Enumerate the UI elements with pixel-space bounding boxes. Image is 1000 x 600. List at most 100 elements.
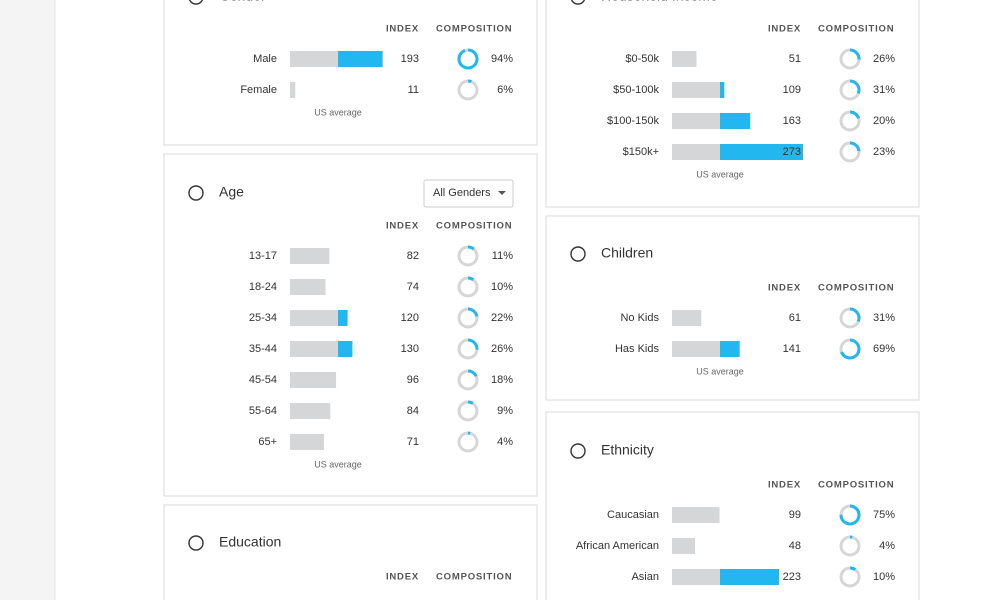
index-bar-excess (338, 51, 383, 67)
index-value: 141 (783, 343, 801, 355)
index-value: 193 (401, 53, 419, 65)
index-value: 130 (401, 343, 419, 355)
donut-arc (839, 504, 861, 526)
index-bar (672, 82, 720, 98)
composition-value: 18% (491, 374, 513, 386)
card-title: Gender (219, 0, 266, 4)
index-bar (290, 279, 326, 295)
sidebar (0, 0, 55, 600)
index-bar (290, 372, 337, 388)
card: Ethnicity INDEX COMPOSITION Caucasian 99 75% A… (545, 411, 920, 600)
card-title: Children (601, 245, 653, 261)
index-bar (290, 51, 338, 67)
index-value: 84 (407, 405, 419, 417)
donut-arc (457, 431, 479, 453)
row-label: 35-44 (249, 343, 277, 355)
index-bar-excess (720, 113, 751, 129)
index-value: 99 (789, 509, 801, 521)
composition-header: COMPOSITION (436, 24, 512, 35)
card-icon (570, 246, 586, 262)
row-label: $50-100k (613, 84, 659, 96)
row-label: Caucasian (607, 509, 659, 521)
composition-header: COMPOSITION (818, 283, 894, 294)
composition-value: 75% (873, 509, 895, 521)
donut-arc (457, 48, 479, 70)
composition-header: COMPOSITION (818, 480, 894, 491)
composition-value: 31% (873, 84, 895, 96)
card: Children INDEX COMPOSITION No Kids 61 31% Has … (545, 215, 920, 401)
composition-value: 26% (491, 343, 513, 355)
card: Household Income INDEX COMPOSITION $0-50k 51… (545, 0, 920, 208)
dropdown[interactable] (423, 179, 514, 208)
index-bar (290, 310, 338, 326)
index-header: INDEX (768, 480, 801, 491)
row-label: $100-150k (607, 115, 659, 127)
index-bar-excess (720, 341, 740, 357)
donut-arc (839, 566, 861, 588)
row-label: 13-17 (249, 250, 277, 262)
donut-arc (457, 307, 479, 329)
index-bar (672, 341, 720, 357)
donut-arc (839, 338, 861, 360)
index-bar (672, 144, 720, 160)
index-bar (672, 51, 697, 67)
index-value: 223 (783, 571, 801, 583)
row-label: $0-50k (625, 53, 659, 65)
donut-arc (457, 276, 479, 298)
index-header: INDEX (386, 24, 419, 35)
index-bar (290, 403, 331, 419)
composition-value: 4% (497, 436, 513, 448)
index-bar (672, 569, 720, 585)
card: Education INDEX COMPOSITION (163, 504, 538, 600)
row-label: 65+ (258, 436, 277, 448)
index-bar (672, 538, 696, 554)
card-icon (570, 0, 586, 5)
footnote: US average (696, 366, 744, 376)
index-bar-excess (720, 144, 804, 160)
index-value: 96 (407, 374, 419, 386)
composition-value: 6% (497, 84, 513, 96)
card-title: Age (219, 184, 244, 200)
composition-value: 23% (873, 146, 895, 158)
row-label: Male (253, 53, 277, 65)
card-title: Education (219, 534, 281, 550)
donut-arc (839, 110, 861, 132)
dropdown-label[interactable]: All Genders (433, 187, 491, 199)
footnote: US average (314, 107, 362, 117)
index-header: INDEX (386, 221, 419, 232)
index-bar (672, 507, 720, 523)
donut-arc (839, 79, 861, 101)
index-value: 71 (407, 436, 419, 448)
dropdown-caret[interactable] (498, 191, 506, 195)
index-bar-excess (720, 82, 725, 98)
composition-header: COMPOSITION (436, 572, 512, 583)
index-header: INDEX (768, 24, 801, 35)
card-title: Ethnicity (601, 442, 654, 458)
donut-arc (457, 369, 479, 391)
row-label: 45-54 (249, 374, 277, 386)
index-bar (290, 82, 296, 98)
index-bar (672, 310, 702, 326)
composition-value: 11% (492, 250, 513, 262)
index-value: 120 (401, 312, 419, 324)
donut-arc (457, 245, 479, 267)
composition-value: 94% (491, 53, 513, 65)
card-frame (163, 0, 538, 146)
index-bar (290, 434, 325, 450)
index-bar (290, 341, 338, 357)
card-frame (163, 504, 538, 600)
card-frame (545, 215, 920, 401)
composition-header: COMPOSITION (818, 24, 894, 35)
composition-header: COMPOSITION (436, 221, 512, 232)
composition-value: 4% (879, 540, 895, 552)
index-value: 74 (407, 281, 419, 293)
index-value: 51 (789, 53, 801, 65)
card-icon (570, 443, 586, 459)
card-icon (188, 185, 204, 201)
donut-arc (839, 48, 861, 70)
row-label: No Kids (620, 312, 659, 324)
index-value: 163 (783, 115, 801, 127)
index-bar (672, 113, 720, 129)
donut-arc (839, 535, 861, 557)
index-value: 48 (789, 540, 801, 552)
